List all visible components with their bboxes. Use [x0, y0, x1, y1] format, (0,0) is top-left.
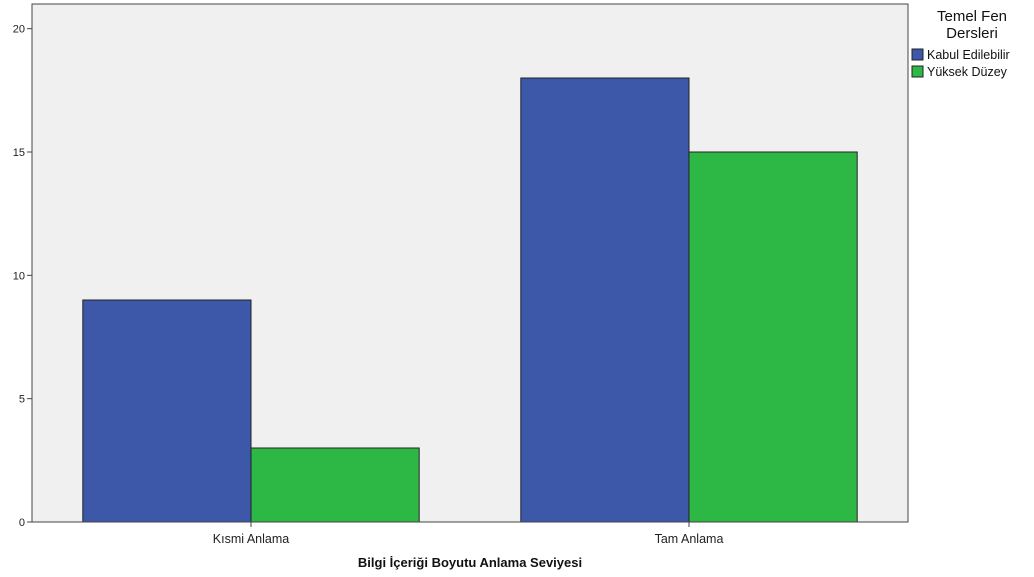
y-axis: 0 5 10 15 20 [13, 24, 32, 529]
y-tick-label: 15 [13, 147, 25, 159]
y-tick-label: 0 [19, 517, 25, 529]
x-axis: Kısmi Anlama Tam Anlama [213, 522, 724, 546]
bar-yuksek-duzey-kismi-anlama [250, 447, 420, 523]
y-tick-label: 20 [13, 24, 25, 36]
x-tick-label: Kısmi Anlama [213, 532, 289, 546]
plot-border [31, 3, 909, 523]
legend: Temel Fen Dersleri Kabul Edilebilir Yükse… [911, 8, 1010, 79]
x-axis-title: Bilgi İçeriği Boyutu Anlama Seviyesi [358, 555, 582, 570]
legend-label: Kabul Edilebilir [927, 48, 1010, 62]
legend-title-line-2: Dersleri [946, 25, 998, 42]
legend-swatch [911, 48, 924, 61]
y-tick-label: 5 [19, 394, 25, 406]
bar-kabul-edilebilir-kismi-anlama [82, 299, 252, 523]
legend-label: Yüksek Düzey [927, 65, 1008, 79]
x-tick-label: Tam Anlama [655, 532, 724, 546]
bar-kabul-edilebilir-tam-anlama [520, 77, 690, 523]
bar-yuksek-duzey-tam-anlama [688, 151, 858, 523]
y-tick-label: 10 [13, 270, 25, 282]
legend-items: Kabul Edilebilir Yüksek Düzey [911, 48, 1010, 79]
legend-title-line-1: Temel Fen [937, 8, 1007, 25]
bars-group [82, 77, 858, 523]
legend-swatch [911, 65, 924, 78]
